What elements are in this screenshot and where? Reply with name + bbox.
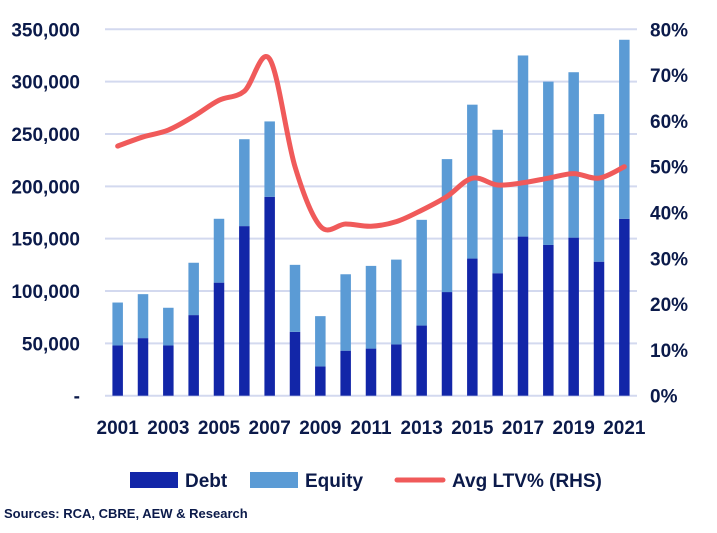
legend-swatch [130, 472, 178, 488]
bar-equity-2008 [290, 265, 301, 332]
bar-debt-2002 [138, 338, 149, 396]
bar-equity-2019 [568, 72, 579, 237]
bars [112, 40, 629, 396]
bar-debt-2010 [340, 351, 351, 396]
y-left-tick: 250,000 [11, 125, 80, 146]
y-right-tick: 60% [650, 112, 688, 133]
right-axis-labels: 0% 10% 20% 30% 40% 50% 60% 70% 80% [650, 20, 688, 407]
bar-debt-2011 [366, 349, 377, 396]
y-right-tick: 10% [650, 341, 688, 362]
bar-equity-2014 [442, 159, 453, 292]
y-right-tick: 80% [650, 20, 688, 41]
bar-equity-2006 [239, 139, 250, 226]
bar-equity-2016 [492, 130, 503, 273]
bar-debt-2012 [391, 344, 402, 395]
bar-debt-2007 [264, 197, 275, 396]
y-left-tick: 100,000 [11, 282, 80, 303]
y-left-tick: - [74, 387, 80, 408]
bar-equity-2004 [188, 263, 199, 315]
bar-debt-2004 [188, 315, 199, 396]
bar-debt-2008 [290, 332, 301, 396]
x-tick: 2011 [350, 418, 392, 439]
bar-debt-2017 [518, 237, 529, 396]
bar-debt-2003 [163, 345, 174, 395]
bar-debt-2016 [492, 273, 503, 395]
bar-debt-2014 [442, 292, 453, 396]
bar-debt-2013 [416, 326, 427, 396]
x-tick: 2021 [603, 418, 646, 439]
bar-debt-2019 [568, 238, 579, 396]
y-right-tick: 40% [650, 204, 688, 225]
bar-equity-2017 [518, 55, 529, 236]
bar-debt-2006 [239, 226, 250, 396]
bar-equity-2002 [138, 294, 149, 338]
bar-equity-2018 [543, 82, 554, 245]
legend: Debt Equity Avg LTV% (RHS) [130, 471, 602, 492]
bar-debt-2021 [619, 219, 630, 396]
bar-equity-2009 [315, 316, 326, 366]
y-right-tick: 20% [650, 295, 688, 316]
y-right-tick: 30% [650, 249, 688, 270]
bar-debt-2009 [315, 366, 326, 395]
x-axis-labels: 2001 2003 2005 2007 2009 2011 2013 2015 2017 2019… [97, 418, 646, 439]
y-left-tick: 300,000 [11, 73, 80, 94]
bar-debt-2005 [214, 283, 225, 396]
bar-debt-2001 [112, 345, 123, 395]
legend-swatch [250, 472, 298, 488]
bar-debt-2020 [594, 262, 605, 396]
bar-equity-2012 [391, 260, 402, 345]
x-tick: 2007 [249, 418, 291, 439]
y-left-tick: 350,000 [11, 20, 80, 41]
bar-equity-2010 [340, 274, 351, 350]
y-left-tick: 150,000 [11, 230, 80, 251]
bar-equity-2003 [163, 308, 174, 346]
y-right-tick: 0% [650, 387, 678, 408]
bar-equity-2001 [112, 303, 123, 346]
bar-debt-2015 [467, 259, 478, 396]
x-tick: 2005 [198, 418, 241, 439]
x-tick: 2013 [401, 418, 443, 439]
x-tick: 2017 [502, 418, 544, 439]
bar-equity-2021 [619, 40, 630, 219]
x-tick: 2009 [299, 418, 341, 439]
x-tick: 2015 [451, 418, 494, 439]
bar-equity-2011 [366, 266, 377, 349]
left-axis-labels: - 50,000 100,000 150,000 200,000 250,000 300,0… [11, 20, 80, 407]
y-left-tick: 200,000 [11, 177, 80, 198]
y-left-tick: 50,000 [22, 334, 80, 355]
bar-equity-2013 [416, 220, 427, 326]
x-tick: 2003 [147, 418, 189, 439]
bar-debt-2018 [543, 245, 554, 396]
legend-label: Equity [305, 471, 363, 492]
source-note: Sources: RCA, CBRE, AEW & Research [4, 506, 248, 521]
y-right-tick: 70% [650, 66, 688, 87]
bar-equity-2020 [594, 114, 605, 262]
legend-label: Avg LTV% (RHS) [452, 471, 602, 492]
x-tick: 2019 [553, 418, 595, 439]
bar-equity-2005 [214, 219, 225, 283]
x-tick: 2001 [97, 418, 140, 439]
y-right-tick: 50% [650, 158, 688, 179]
bar-equity-2007 [264, 121, 275, 196]
legend-label: Debt [185, 471, 228, 492]
